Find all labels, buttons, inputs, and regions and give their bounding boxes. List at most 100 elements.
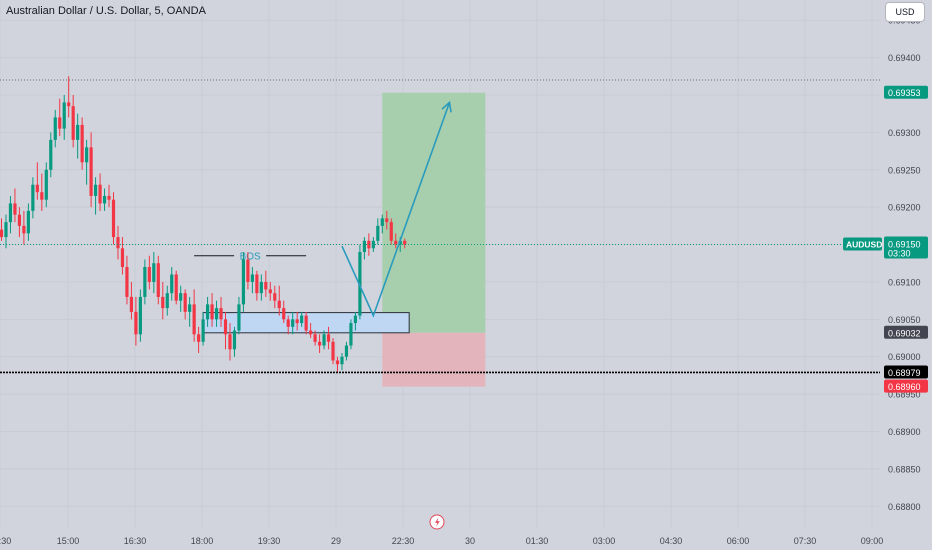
candle <box>165 285 169 316</box>
candle-body <box>49 139 53 170</box>
price-tag-black: 0.68979 <box>884 365 928 379</box>
candle <box>53 109 57 148</box>
candle-body <box>223 319 228 335</box>
candle <box>179 285 183 312</box>
grid <box>0 0 880 528</box>
time-tick-label: 13:30 <box>0 536 11 546</box>
candle <box>26 203 30 241</box>
projection-arrow[interactable] <box>341 102 451 318</box>
candle <box>67 76 71 118</box>
candle <box>403 238 407 249</box>
candle <box>40 173 44 211</box>
lightning-icon[interactable] <box>429 514 445 530</box>
candle <box>228 323 232 361</box>
candle <box>152 252 156 294</box>
price-tick-label: 0.69400 <box>888 53 921 63</box>
time-tick-label: 15:00 <box>57 536 80 546</box>
candle <box>170 266 174 301</box>
candle <box>205 296 210 327</box>
candle-body <box>291 319 295 327</box>
candle-body <box>80 124 84 163</box>
candle-body <box>107 195 111 200</box>
drawings[interactable]: BOS <box>194 92 486 387</box>
candle <box>389 218 393 245</box>
candle <box>246 252 250 290</box>
candle-body <box>76 124 80 140</box>
candle <box>241 252 246 312</box>
price-tag-stop: 0.68960 <box>884 379 928 393</box>
candle-body <box>93 184 98 196</box>
time-axis[interactable]: 13:30 15:00 16:30 18:00 19:30 29 22:30 30 01:30 0… <box>0 514 883 546</box>
candle <box>192 289 196 342</box>
candle-body <box>129 296 134 312</box>
take-profit-zone[interactable] <box>382 92 486 333</box>
candle-body <box>138 296 142 335</box>
candle-body <box>246 259 250 282</box>
candle-body <box>317 341 322 346</box>
candle-body <box>53 117 57 140</box>
candle-body <box>85 147 89 163</box>
candle-body <box>300 315 304 324</box>
candle-body <box>17 214 22 226</box>
candle-body <box>71 106 75 140</box>
candles <box>0 76 407 372</box>
candle <box>385 210 389 230</box>
candle <box>13 188 17 223</box>
price-tag-value: 0.69032 <box>888 328 921 338</box>
candle-body <box>344 345 349 357</box>
candle-body <box>31 184 35 211</box>
price-tag-box <box>884 236 928 259</box>
time-tick-label: 07:30 <box>794 536 817 546</box>
candle-body <box>165 293 169 309</box>
symbol-tag-box <box>843 237 882 251</box>
candle-body <box>353 315 358 324</box>
candle <box>98 173 102 211</box>
candle <box>313 330 317 346</box>
candle-body <box>304 315 308 331</box>
candle-body <box>201 319 205 342</box>
candle-body <box>134 311 138 335</box>
candle <box>62 94 66 140</box>
candle-body <box>8 203 13 223</box>
stop-loss-zone[interactable] <box>382 332 486 387</box>
candle-body <box>277 300 281 309</box>
candle-body <box>326 334 331 342</box>
candle-body <box>197 334 201 342</box>
price-tick-label: 0.69100 <box>888 277 921 287</box>
price-lines <box>0 79 880 374</box>
candle <box>353 311 358 331</box>
candle <box>31 177 35 219</box>
chart-title: Australian Dollar / U.S. Dollar, 5, OAND… <box>6 5 206 17</box>
candle <box>362 237 366 260</box>
candle-body <box>120 248 125 267</box>
price-tag-entry: 0.69032 <box>884 325 928 339</box>
candle <box>335 356 340 372</box>
candle-body <box>389 222 393 241</box>
candle-body <box>170 274 174 294</box>
time-tick-label: 16:30 <box>124 536 147 546</box>
candle-body <box>35 184 39 193</box>
candle <box>326 326 331 350</box>
price-tag-box <box>884 379 928 393</box>
time-tick-label: 03:00 <box>593 536 616 546</box>
candle-body <box>376 225 380 241</box>
candle <box>344 341 349 361</box>
currency-button[interactable]: USD <box>885 2 925 22</box>
candle <box>22 210 26 245</box>
candle <box>147 255 151 290</box>
candle <box>376 218 380 245</box>
price-tag-box <box>884 85 928 99</box>
candle-body <box>241 259 246 305</box>
candle <box>250 266 254 294</box>
candle <box>264 270 268 297</box>
candle <box>349 319 353 350</box>
candle <box>255 270 259 301</box>
candle <box>111 192 116 245</box>
price-tag-value: 0.68979 <box>888 368 921 378</box>
bos-label: BOS <box>240 251 261 262</box>
candle-body <box>380 218 384 226</box>
candle-body <box>188 304 192 312</box>
candle <box>201 311 205 346</box>
